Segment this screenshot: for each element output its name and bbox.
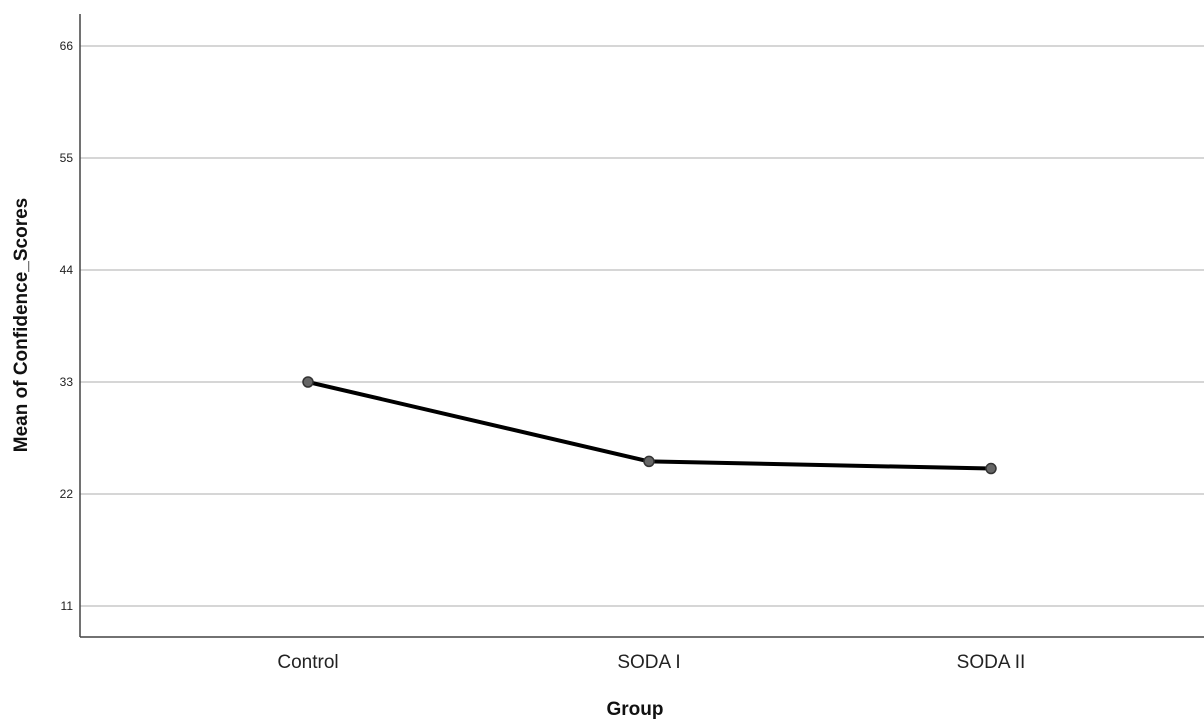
y-tick-label: 33 (60, 375, 74, 389)
data-point (302, 376, 314, 388)
x-tick-label: SODA I (617, 652, 680, 673)
x-tick-labels: Control SODA I SODA II (277, 652, 1025, 673)
data-point (643, 455, 655, 468)
y-tick-label: 44 (60, 263, 74, 277)
y-tick-label: 22 (60, 487, 74, 501)
series-line (306, 380, 993, 471)
axes (79, 14, 1204, 638)
y-tick-label: 55 (60, 151, 74, 165)
y-tick-labels: 11 22 33 44 55 66 (60, 39, 74, 613)
y-tick-label: 11 (61, 599, 74, 613)
y-axis-title: Mean of Confidence_Scores (11, 198, 32, 452)
data-point (985, 462, 997, 475)
x-tick-label: Control (277, 652, 338, 673)
gridlines (80, 45, 1204, 607)
y-tick-label: 66 (60, 39, 74, 53)
x-tick-label: SODA II (957, 652, 1026, 673)
x-axis-title: Group (607, 699, 664, 720)
series (302, 376, 997, 475)
